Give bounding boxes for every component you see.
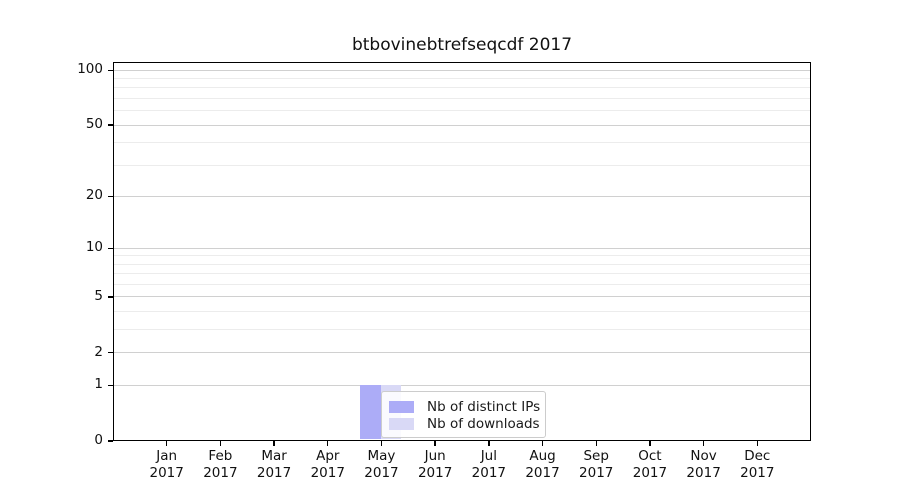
- x-tick-jun-2017: [434, 441, 436, 446]
- minor-gridline-y-9: [114, 255, 810, 257]
- x-tick-label-feb-2017: Feb 2017: [203, 448, 238, 481]
- chart-title: btbovinebtrefseqcdf 2017: [351, 35, 573, 55]
- minor-gridline-y-3: [114, 329, 810, 331]
- gridline-y-100: [114, 69, 810, 71]
- legend: Nb of distinct IPs Nb of downloads: [381, 391, 546, 438]
- y-tick-label-10: 10: [85, 239, 103, 256]
- gridline-y-1: [114, 384, 810, 386]
- minor-gridline-y-70: [114, 98, 810, 99]
- x-tick-oct-2017: [649, 441, 651, 446]
- x-tick-mar-2017: [273, 441, 275, 446]
- x-tick-apr-2017: [327, 441, 329, 446]
- x-tick-feb-2017: [219, 441, 222, 446]
- y-tick-label-0: 0: [94, 432, 103, 448]
- gridline-y-50: [114, 124, 810, 126]
- legend-entry-distinct-ips: Nb of distinct IPs: [389, 398, 541, 415]
- x-tick-aug-2017: [541, 441, 544, 446]
- minor-gridline-y-60: [114, 110, 810, 112]
- x-tick-label-nov-2017: Nov 2017: [686, 448, 721, 481]
- y-tick-1: [107, 384, 113, 386]
- y-tick-label-50: 50: [85, 116, 103, 133]
- minor-gridline-y-40: [114, 142, 810, 144]
- legend-label-distinct-ips: Nb of distinct IPs: [427, 398, 541, 415]
- legend-label-downloads: Nb of downloads: [427, 415, 540, 432]
- x-tick-label-dec-2017: Dec 2017: [740, 448, 775, 481]
- gridline-y-2: [114, 352, 810, 354]
- x-tick-may-2017: [380, 441, 383, 446]
- minor-gridline-y-6: [114, 284, 810, 286]
- gridline-y-10: [114, 247, 810, 249]
- x-tick-label-jul-2017: Jul 2017: [471, 448, 507, 481]
- y-tick-10: [107, 247, 113, 250]
- minor-gridline-y-4: [114, 311, 810, 313]
- y-tick-20: [107, 195, 113, 198]
- y-tick-label-1: 1: [94, 376, 103, 393]
- x-tick-sep-2017: [595, 441, 597, 446]
- gridline-y-5: [114, 296, 810, 298]
- minor-gridline-y-90: [114, 78, 810, 80]
- x-tick-label-jun-2017: Jun 2017: [417, 448, 453, 481]
- y-tick-label-2: 2: [94, 343, 103, 360]
- y-tick-5: [107, 296, 113, 298]
- x-tick-label-mar-2017: Mar 2017: [256, 448, 292, 481]
- y-tick-label-5: 5: [94, 288, 103, 305]
- x-tick-label-jan-2017: Jan 2017: [149, 448, 184, 481]
- gridline-y-20: [114, 195, 810, 197]
- minor-gridline-y-8: [114, 263, 810, 265]
- x-tick-label-aug-2017: Aug 2017: [525, 448, 560, 481]
- y-tick-2: [107, 352, 113, 354]
- legend-swatch-downloads: [389, 417, 414, 430]
- y-tick-50: [107, 124, 113, 126]
- legend-swatch-distinct-ips: [389, 400, 414, 413]
- x-tick-jul-2017: [488, 441, 490, 446]
- x-tick-nov-2017: [702, 441, 705, 446]
- minor-gridline-y-7: [114, 273, 810, 275]
- minor-gridline-y-30: [114, 164, 810, 166]
- x-tick-dec-2017: [756, 441, 758, 446]
- bar-nb-of-distinct-ips-may-2017: [360, 384, 381, 439]
- x-tick-label-sep-2017: Sep 2017: [579, 448, 614, 481]
- y-tick-label-100: 100: [77, 61, 103, 78]
- plot-area: [113, 62, 811, 441]
- minor-gridline-y-80: [114, 87, 810, 89]
- x-tick-label-oct-2017: Oct 2017: [632, 448, 668, 481]
- x-tick-label-apr-2017: Apr 2017: [310, 448, 345, 481]
- y-tick-0: [107, 440, 113, 442]
- y-tick-label-20: 20: [85, 187, 103, 204]
- x-tick-jan-2017: [165, 441, 168, 446]
- y-tick-100: [107, 69, 113, 71]
- x-tick-label-may-2017: May 2017: [364, 448, 399, 481]
- legend-entry-downloads: Nb of downloads: [389, 415, 540, 432]
